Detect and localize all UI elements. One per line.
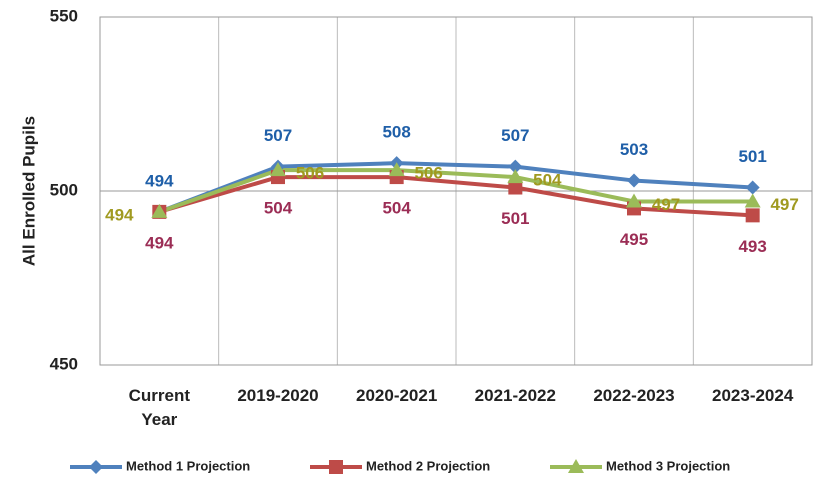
data-label: 508 [382, 123, 410, 142]
series-line [158, 175, 753, 218]
data-label: 494 [105, 205, 134, 224]
legend-item: Method 3 Projection [550, 458, 730, 473]
data-label: 506 [414, 164, 442, 183]
data-label: 503 [620, 140, 648, 159]
data-label: 507 [264, 126, 292, 145]
marker [151, 203, 168, 218]
y-tick-label: 500 [50, 180, 78, 199]
marker [745, 208, 760, 223]
marker [568, 459, 584, 473]
series-line [158, 161, 753, 214]
data-label: 504 [264, 199, 293, 218]
legend-label: Method 1 Projection [126, 458, 250, 473]
data-label: 506 [296, 164, 324, 183]
x-tick-label: 2023-2024 [712, 386, 794, 405]
data-label: 507 [501, 126, 529, 145]
legend-item: Method 2 Projection [310, 458, 490, 474]
x-tick-label: 2019-2020 [237, 386, 318, 405]
marker [388, 162, 405, 177]
marker [89, 460, 103, 474]
data-label: 494 [145, 171, 174, 190]
data-label: 504 [533, 171, 562, 190]
series-line [158, 168, 753, 214]
marker [627, 173, 641, 188]
y-axis-label: All Enrolled Pupils [19, 116, 38, 266]
data-label: 495 [620, 230, 648, 249]
x-tick-label: 2022-2023 [593, 386, 674, 405]
x-tick-label: Current Year [129, 386, 191, 429]
marker [507, 169, 524, 184]
y-tick-label: 450 [50, 354, 78, 373]
data-label: 497 [770, 195, 798, 214]
x-tick-label: 2020-2021 [356, 386, 437, 405]
legend-item: Method 1 Projection [70, 458, 250, 474]
marker [745, 180, 760, 195]
marker [744, 193, 761, 208]
data-label: 501 [738, 147, 766, 166]
data-label: 504 [382, 199, 411, 218]
marker [508, 159, 523, 174]
marker [270, 162, 286, 177]
data-label: 494 [145, 233, 174, 252]
y-tick-label: 550 [50, 6, 78, 25]
data-label: 497 [652, 195, 680, 214]
data-label: 493 [738, 237, 766, 256]
legend-label: Method 3 Projection [606, 458, 730, 473]
marker [329, 460, 343, 474]
x-tick-label: 2021-2022 [475, 386, 556, 405]
marker [508, 180, 523, 195]
data-label: 501 [501, 209, 529, 228]
legend-label: Method 2 Projection [366, 458, 490, 473]
marker [626, 193, 642, 208]
